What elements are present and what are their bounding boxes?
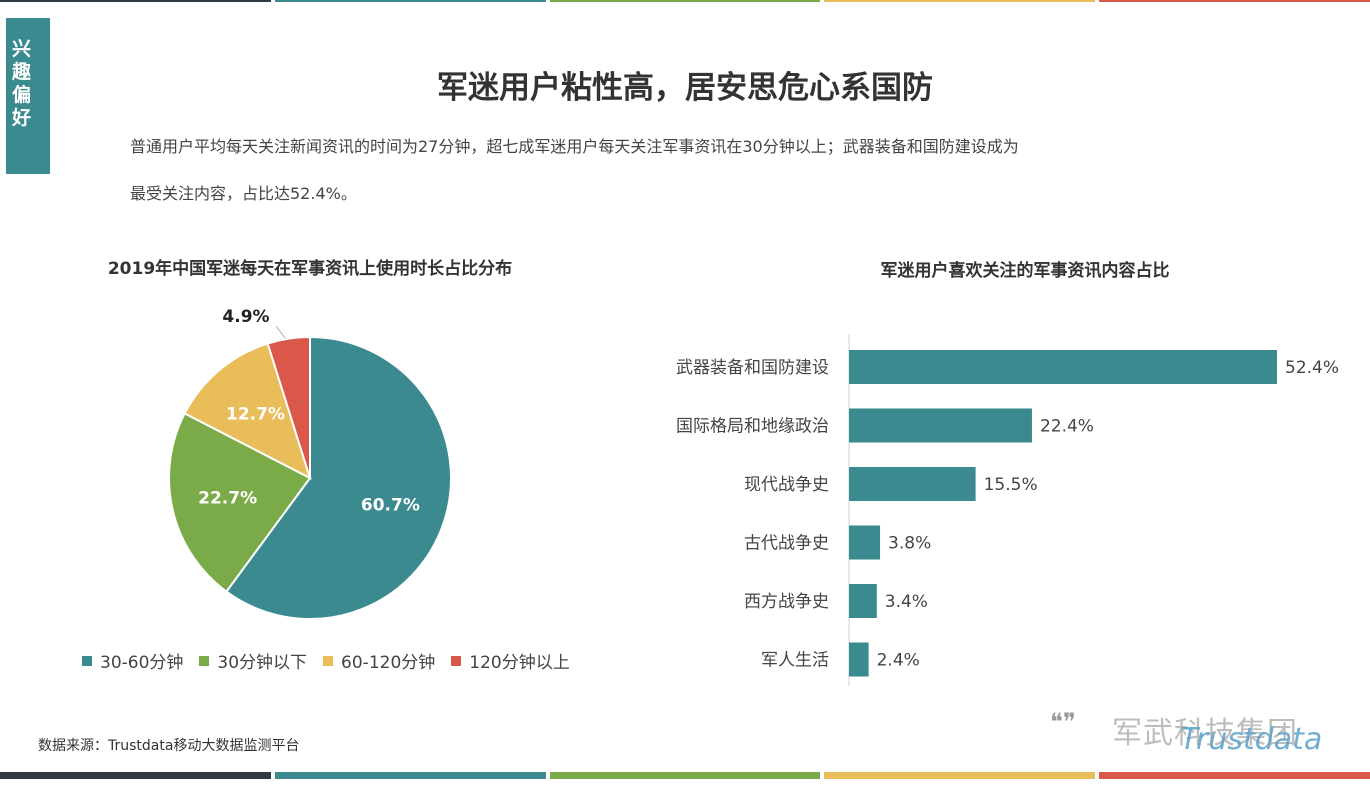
legend-label: 30分钟以下 — [217, 653, 308, 673]
watermark: ❝❞ 军武科技集团 Trustdata — [1050, 690, 1350, 760]
bar — [849, 642, 869, 677]
side-tab-char: 趣 — [12, 61, 32, 83]
bar-value-label: 15.5% — [984, 475, 1038, 495]
pie-leader-line — [275, 325, 286, 339]
pie-slice — [183, 342, 312, 480]
legend-item: 60-120分钟 — [323, 648, 435, 673]
page-title: 军迷用户粘性高，居安思危心系国防 — [437, 70, 933, 106]
legend-swatch — [82, 655, 92, 666]
bar — [849, 350, 1277, 384]
legend-item: 120分钟以上 — [451, 648, 570, 673]
legend-item: 30-60分钟 — [82, 648, 183, 673]
pie-slice-label: 12.7% — [226, 404, 285, 424]
pie-legend: 30-60分钟 30分钟以下 60-120分钟 120分钟以上 — [82, 648, 586, 673]
bar-chart-title: 军迷用户喜欢关注的军事资讯内容占比 — [880, 261, 1170, 281]
bar — [849, 525, 881, 560]
bar-category-label: 古代战争史 — [744, 534, 829, 554]
description-line-1: 普通用户平均每天关注新闻资讯的时间为27分钟，超七成军迷用户每天关注军事资讯在3… — [130, 137, 1019, 156]
pie-chart: 60.7% 22.7% 12.7% 4.9% — [168, 307, 452, 620]
wechat-icon: ❝❞ — [1050, 708, 1076, 736]
stripe-segment — [549, 772, 821, 779]
legend-label: 120分钟以上 — [469, 653, 570, 673]
data-source-note: 数据来源：Trustdata移动大数据监测平台 — [38, 738, 300, 754]
bar-category-label: 现代战争史 — [744, 475, 829, 495]
stripe-segment — [0, 0, 271, 2]
bar-value-label: 3.8% — [888, 534, 931, 554]
pie-slice-label: 4.9% — [222, 307, 269, 327]
bar — [849, 584, 877, 618]
trustdata-logo: Trustdata — [1180, 722, 1323, 757]
bar-category-label: 军人生活 — [761, 651, 829, 671]
side-tab-char: 兴 — [12, 38, 32, 60]
legend-swatch — [323, 655, 334, 666]
bar-category-label: 西方战争史 — [744, 592, 829, 612]
legend-swatch — [199, 655, 210, 666]
pie-chart-title: 2019年中国军迷每天在军事资讯上使用时长占比分布 — [107, 259, 513, 279]
description-line-2: 最受关注内容，占比达52.4%。 — [130, 184, 357, 203]
side-tab-char: 好 — [12, 107, 32, 129]
bar-value-label: 22.4% — [1040, 417, 1094, 437]
bar-category-label: 国际格局和地缘政治 — [676, 417, 829, 437]
bar-category-label: 武器装备和国防建设 — [676, 358, 829, 378]
bar — [849, 467, 976, 501]
pie-slice-label: 22.7% — [198, 488, 257, 508]
stripe-segment — [274, 0, 546, 2]
bar-chart: 武器装备和国防建设 52.4% 国际格局和地缘政治 22.4% 现代战争史 15.5% 古代… — [676, 334, 1339, 686]
stripe-segment — [824, 772, 1096, 779]
legend-label: 30-60分钟 — [100, 653, 184, 673]
legend-item: 30分钟以下 — [199, 648, 307, 673]
watermark-text: 军武科技集团 — [1112, 716, 1298, 751]
stripe-segment — [1099, 0, 1370, 2]
bar — [849, 408, 1032, 443]
side-tab-char: 偏 — [12, 84, 32, 106]
stripe-segment — [824, 0, 1096, 2]
legend-label: 60-120分钟 — [341, 653, 436, 673]
top-color-stripe — [0, 0, 1370, 2]
stripe-segment — [1099, 772, 1370, 779]
pie-slice-label: 60.7% — [361, 495, 420, 515]
pie-slice — [225, 335, 452, 620]
pie-slice — [168, 412, 312, 593]
bar-value-label: 2.4% — [877, 651, 920, 671]
stripe-segment — [549, 0, 821, 2]
side-tab-interest: 兴 趣 偏 好 — [6, 18, 50, 174]
legend-swatch — [451, 655, 462, 666]
stripe-segment — [274, 772, 546, 779]
stripe-segment — [0, 772, 271, 779]
bar-value-label: 3.4% — [885, 592, 928, 612]
bar-value-label: 52.4% — [1285, 358, 1339, 378]
pie-slice — [266, 335, 311, 479]
bottom-color-stripe — [0, 772, 1370, 779]
